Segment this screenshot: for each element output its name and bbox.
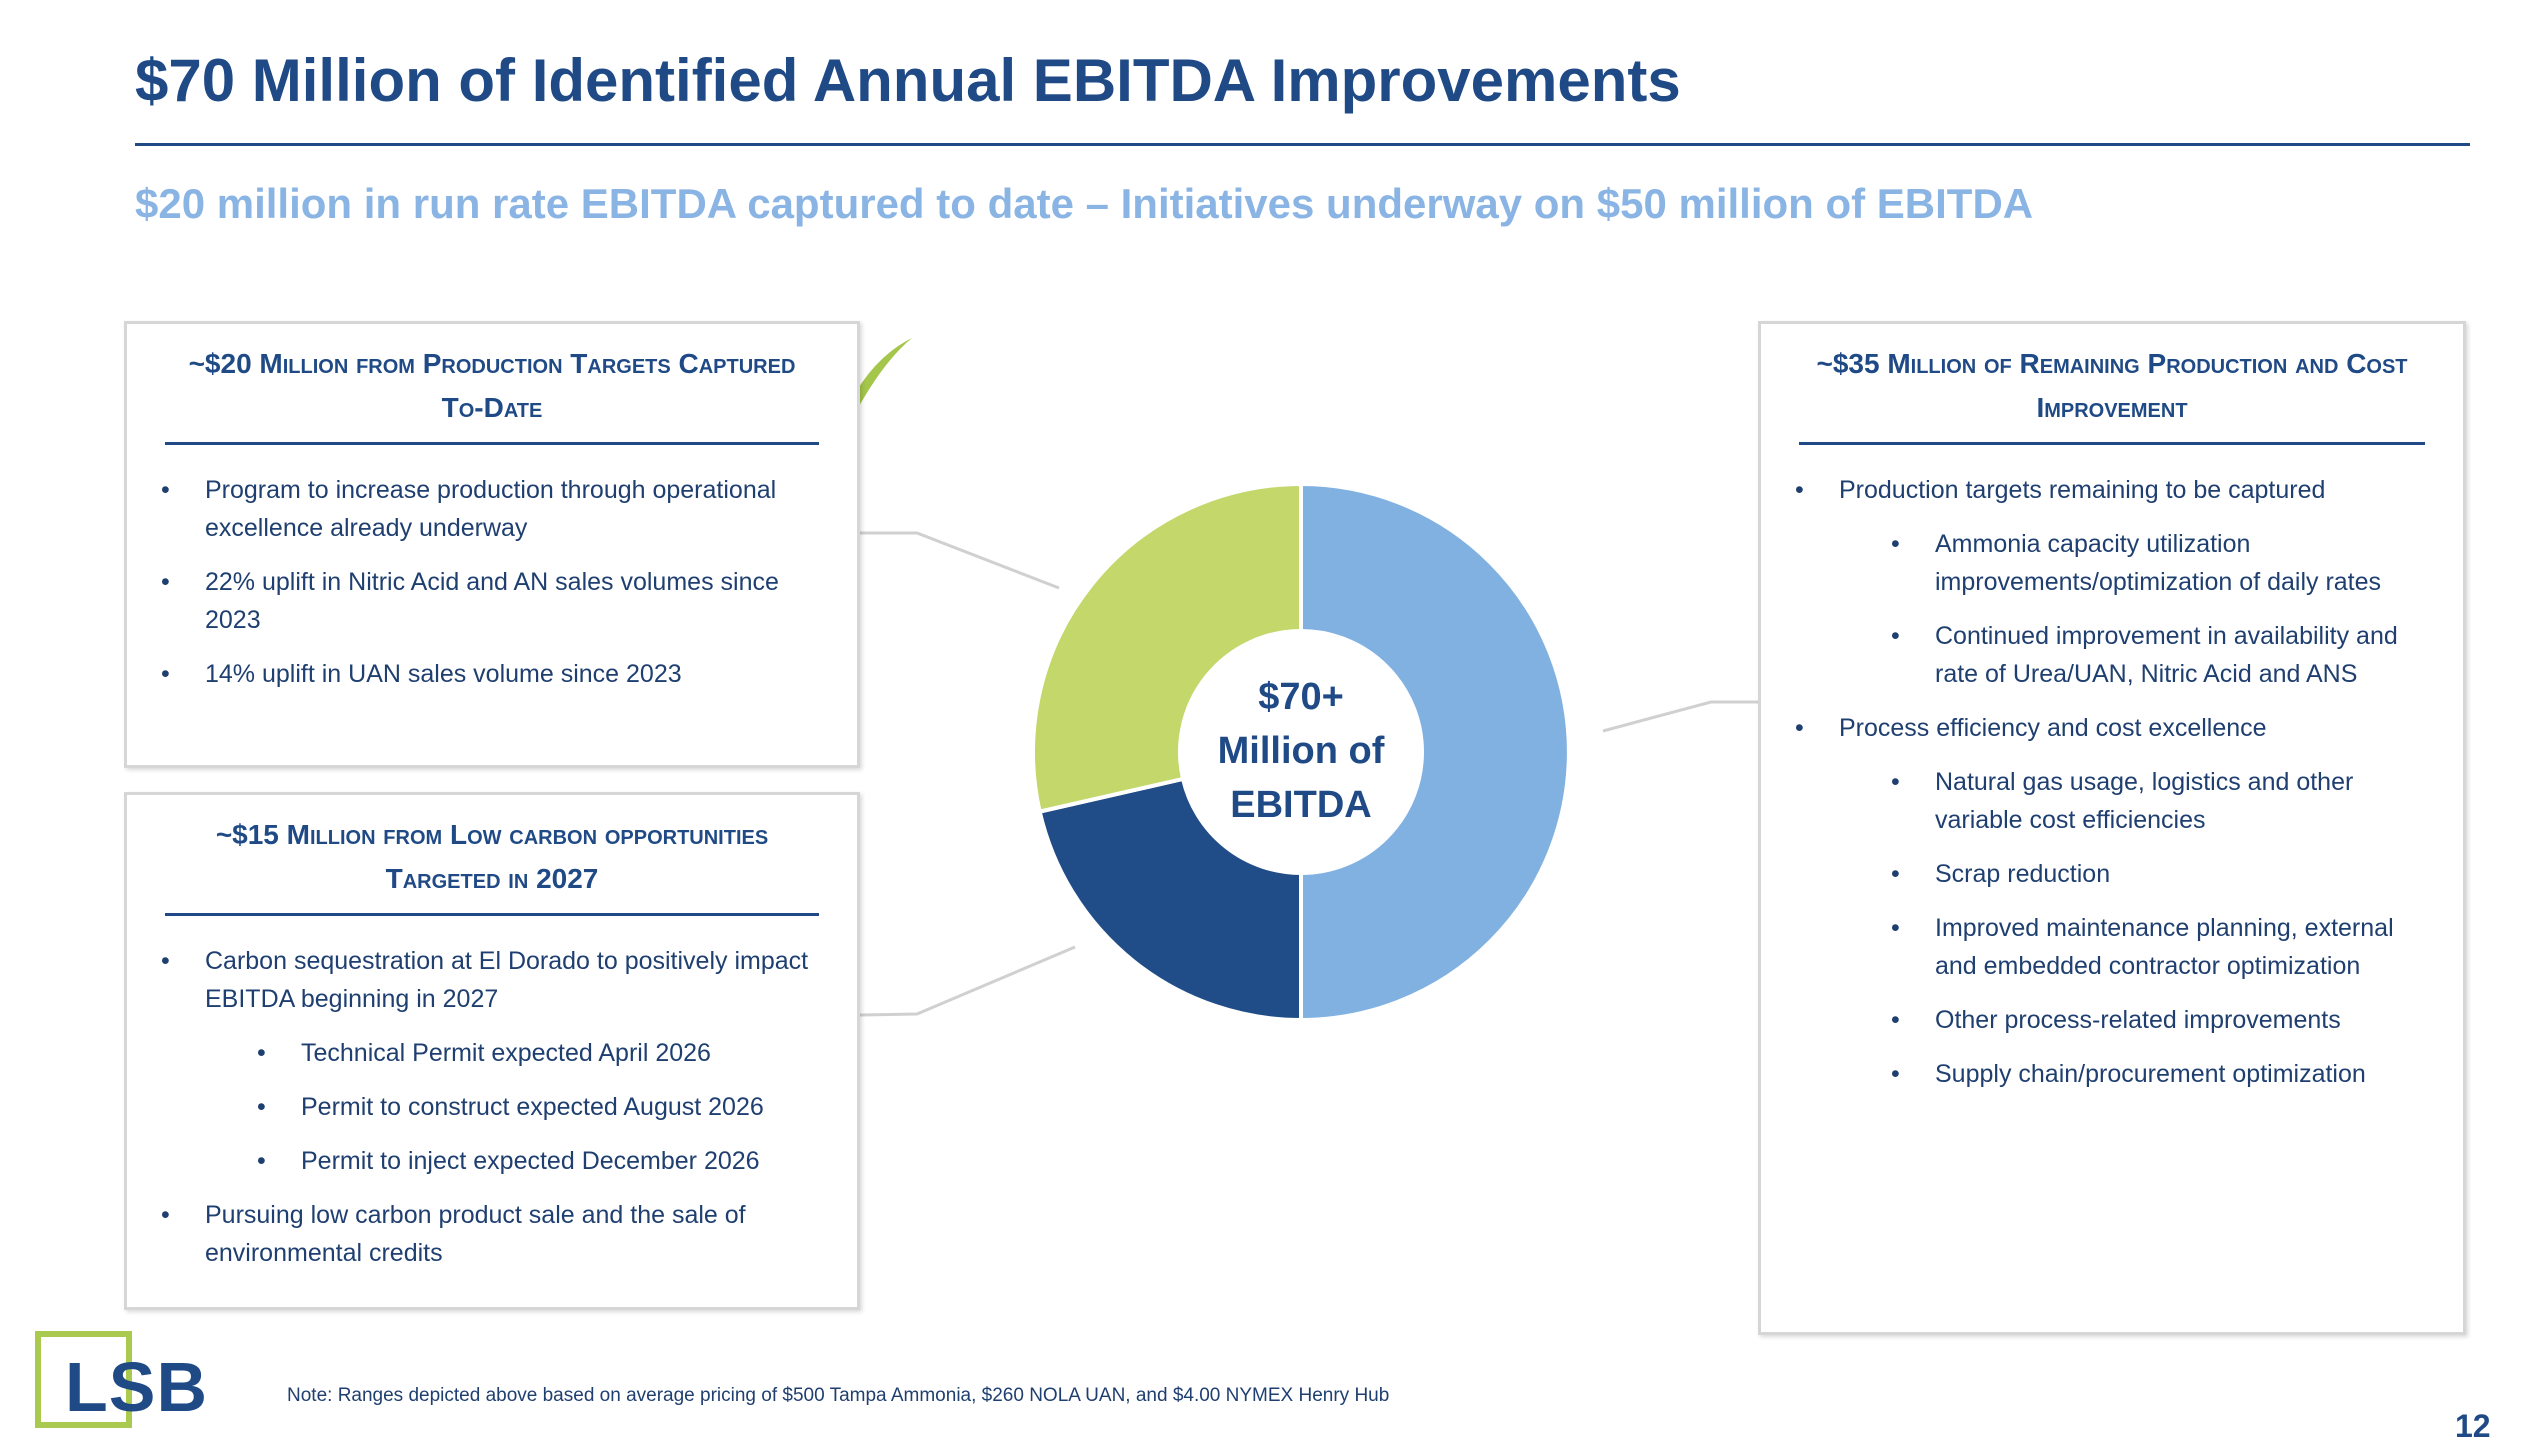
bullet-list: Production targets remaining to be captu… [1761, 471, 2463, 1093]
logo-text: LSB [65, 1348, 208, 1426]
center-label-line: EBITDA [1230, 784, 1372, 826]
sub-bullet-list: Natural gas usage, logistics and other v… [1839, 763, 2433, 1093]
donut-slice [1299, 481, 1571, 1023]
bullet-list: Program to increase production through o… [127, 471, 857, 693]
bullet: 22% uplift in Nitric Acid and AN sales v… [161, 563, 827, 639]
sub-bullet: Permit to construct expected August 2026 [257, 1088, 827, 1126]
bullet: Program to increase production through o… [161, 471, 827, 547]
connector [1602, 700, 1758, 733]
bullet-text: Program to increase production through o… [205, 476, 777, 542]
title-rule [135, 143, 2470, 146]
box-heading: ~$35 Million of Remaining Production and… [1799, 342, 2425, 445]
bullet: Production targets remaining to be captu… [1795, 471, 2433, 693]
sub-bullet-list: Technical Permit expected April 2026 Perm… [205, 1034, 827, 1180]
bullet-text: 14% uplift in UAN sales volume since 202… [205, 660, 682, 688]
donut-center-label: $70+ Million of EBITDA [1171, 670, 1431, 832]
footnote: Note: Ranges depicted above based on ave… [287, 1385, 1390, 1406]
bullet-list: Carbon sequestration at El Dorado to pos… [127, 942, 857, 1272]
bullet: Process efficiency and cost excellence Na… [1795, 709, 2433, 1093]
connector [859, 945, 1076, 1017]
donut-slice [1031, 481, 1303, 815]
center-label-line: Million of [1217, 730, 1385, 772]
bullet: 14% uplift in UAN sales volume since 202… [161, 655, 827, 693]
center-label-line: $70+ [1258, 676, 1344, 718]
donut-slice [1037, 776, 1303, 1023]
bullet: Carbon sequestration at El Dorado to pos… [161, 942, 827, 1180]
page-number: 12 [2455, 1408, 2491, 1444]
bullet-text: Production targets remaining to be captu… [1839, 476, 2326, 504]
sub-bullet: Scrap reduction [1891, 855, 2433, 893]
text-box: ~$15 Million from Low carbon opportuniti… [124, 792, 860, 1310]
sub-bullet-list: Ammonia capacity utilization improvement… [1839, 525, 2433, 693]
bullet-text: 22% uplift in Nitric Acid and AN sales v… [205, 568, 779, 634]
bullet: Pursuing low carbon product sale and the… [161, 1196, 827, 1272]
logo: LSB [35, 1331, 207, 1428]
box-heading: ~$20 Million from Production Targets Cap… [165, 342, 819, 445]
sub-bullet: Technical Permit expected April 2026 [257, 1034, 827, 1072]
bullet-text: Pursuing low carbon product sale and the… [205, 1201, 746, 1267]
sub-bullet: Permit to inject expected December 2026 [257, 1142, 827, 1180]
sub-bullet: Supply chain/procurement optimization [1891, 1055, 2433, 1093]
sub-bullet: Ammonia capacity utilization improvement… [1891, 525, 2433, 601]
sub-bullet: Improved maintenance planning, external … [1891, 909, 2433, 985]
text-box: ~$20 Million from Production Targets Cap… [124, 321, 860, 768]
bullet-text: Carbon sequestration at El Dorado to pos… [205, 947, 809, 1013]
title: $70 Million of Identified Annual EBITDA … [135, 47, 1681, 114]
sub-bullet: Other process-related improvements [1891, 1001, 2433, 1039]
sub-bullet: Natural gas usage, logistics and other v… [1891, 763, 2433, 839]
box-heading: ~$15 Million from Low carbon opportuniti… [165, 813, 819, 916]
subtitle: $20 million in run rate EBITDA captured … [135, 180, 2034, 227]
bullet-text: Process efficiency and cost excellence [1839, 714, 2267, 742]
connector [860, 531, 1060, 590]
text-box: ~$35 Million of Remaining Production and… [1758, 321, 2466, 1335]
sub-bullet: Continued improvement in availability an… [1891, 617, 2433, 693]
